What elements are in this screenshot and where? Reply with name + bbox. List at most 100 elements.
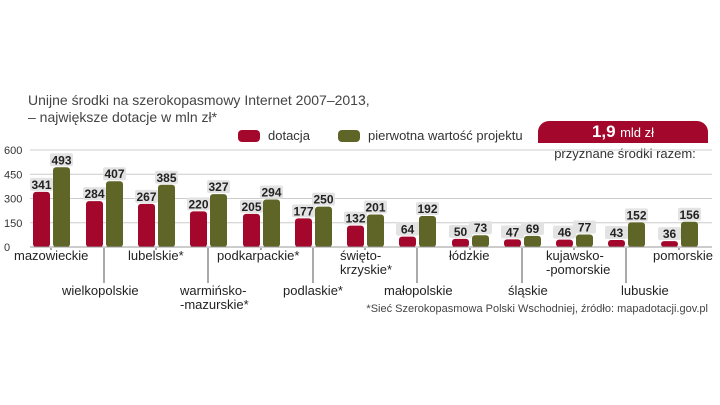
bar-dotacja [399, 236, 416, 247]
bar-projekt [263, 199, 280, 247]
legend-label-dotacja: dotacja [268, 128, 310, 143]
data-label-projekt: 407 [104, 167, 124, 181]
bar-projekt [315, 206, 332, 247]
data-label-projekt: 294 [261, 185, 281, 199]
data-label-projekt: 77 [578, 221, 592, 235]
value-label-bg [260, 185, 283, 199]
x-tick-label: wielkopolskie [61, 283, 139, 298]
value-label-bg [187, 197, 210, 211]
y-tick-label: 450 [4, 169, 22, 181]
data-label-dotacja: 205 [241, 200, 261, 214]
value-label-bg [658, 227, 681, 241]
bar-dotacja [661, 241, 678, 247]
bar-projekt [576, 234, 593, 247]
x-tick-label: świętо- [340, 248, 381, 263]
bar-dotacja [347, 225, 364, 247]
bar-projekt [419, 215, 436, 247]
bar-projekt [53, 167, 70, 247]
bar-projekt [158, 184, 175, 247]
total-unit: mld zł [620, 125, 655, 140]
legend-swatch-dotacja [238, 129, 260, 142]
bar-dotacja [608, 240, 625, 247]
value-label-bg [292, 204, 315, 218]
bar-dotacja [33, 191, 50, 247]
x-tick-label: podkarpackie* [217, 248, 299, 263]
value-label-bg [155, 170, 178, 184]
value-label-bg [469, 221, 492, 235]
value-label-bg [416, 201, 439, 215]
y-tick-label: 600 [4, 145, 22, 157]
data-label-dotacja: 46 [558, 226, 572, 240]
data-label-dotacja: 36 [663, 227, 677, 241]
bar-projekt [106, 181, 123, 247]
value-label-bg [344, 211, 367, 225]
x-tick-label: lubelskie* [128, 248, 184, 263]
value-label-bg [678, 207, 701, 221]
chart-title: Unijne środki na szerokopasmowy Internet… [28, 92, 370, 126]
data-label-projekt: 152 [626, 208, 646, 222]
value-label-bg [605, 226, 628, 240]
data-label-projekt: 385 [156, 171, 176, 185]
source-note: *Sieć Szerokopasmowa Polski Wschodniej, … [366, 303, 708, 315]
y-tick-label: 300 [4, 194, 22, 206]
bar-dotacja [556, 239, 573, 247]
x-tick-label: małopolskie [384, 283, 453, 298]
chart-title-line1: Unijne środki na szerokopasmowy Internet… [28, 92, 370, 108]
x-tick-label: śląskie [508, 283, 548, 298]
legend-item-dotacja: dotacja [238, 128, 310, 143]
value-label-bg [312, 192, 335, 206]
data-label-projekt: 250 [313, 193, 333, 207]
bar-projekt [524, 235, 541, 247]
data-label-projekt: 73 [474, 221, 488, 235]
x-tick-label: pomorskie [653, 248, 713, 263]
value-label-bg [573, 220, 596, 234]
bar-dotacja [295, 218, 312, 247]
value-label-bg [449, 224, 472, 238]
value-label-bg [83, 187, 106, 201]
value-label-bg [625, 208, 648, 222]
bar-dotacja [138, 203, 155, 247]
bar-projekt [367, 214, 384, 247]
data-label-dotacja: 341 [31, 178, 51, 192]
bar-projekt [210, 194, 227, 247]
data-label-dotacja: 177 [293, 204, 313, 218]
x-tick-label: -mazurskie* [180, 297, 249, 312]
legend-label-projekt: pierwotna wartość projektu [368, 128, 523, 143]
value-label-bg [135, 189, 158, 203]
data-label-dotacja: 267 [136, 190, 156, 204]
value-label-bg [364, 200, 387, 214]
data-label-projekt: 156 [679, 208, 699, 222]
bar-dotacja [243, 213, 260, 247]
data-label-dotacja: 132 [345, 212, 365, 226]
value-label-bg [240, 199, 263, 213]
x-tick-label: -pomorskie [546, 262, 610, 277]
bar-dotacja [86, 201, 103, 247]
x-tick-label: warmińsko- [179, 283, 246, 298]
data-label-projekt: 493 [51, 153, 71, 167]
y-tick-label: 0 [4, 242, 10, 254]
data-label-dotacja: 50 [454, 225, 468, 239]
data-label-dotacja: 43 [610, 226, 624, 240]
chart-title-line2: – największe dotacje w mln zł* [28, 109, 218, 125]
legend-item-projekt: pierwotna wartość projektu [338, 128, 523, 143]
x-tick-label: podlaskie* [283, 283, 343, 298]
x-tick-label: mazowieckie [14, 248, 88, 263]
bar-projekt [472, 235, 489, 247]
x-tick-label: łódzkie [449, 248, 489, 263]
total-value: 1,9 [591, 122, 616, 141]
bar-dotacja [190, 211, 207, 247]
value-label-bg [501, 225, 524, 239]
legend-swatch-projekt [338, 129, 360, 142]
bar-dotacja [452, 238, 469, 247]
data-label-projekt: 69 [526, 222, 540, 236]
value-label-bg [103, 167, 126, 181]
data-label-dotacja: 64 [401, 223, 415, 237]
value-label-bg [396, 222, 419, 236]
value-label-bg [30, 177, 53, 191]
value-label-bg [521, 221, 544, 235]
data-label-dotacja: 284 [84, 187, 104, 201]
x-tick-label: kujawsko- [546, 248, 604, 263]
data-label-projekt: 201 [365, 201, 385, 215]
value-label-bg [207, 180, 230, 194]
